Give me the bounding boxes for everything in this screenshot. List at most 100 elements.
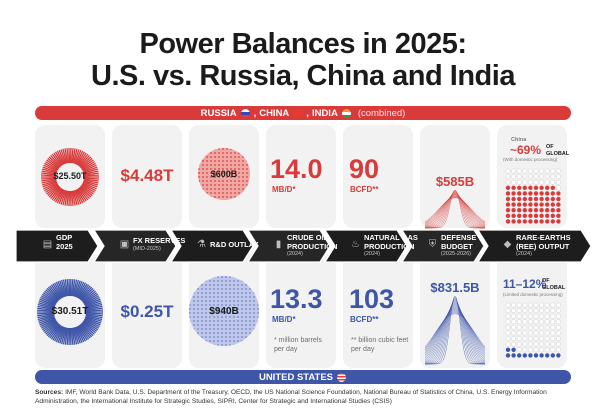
ree-dot-filled xyxy=(528,185,533,190)
ree-dot-empty xyxy=(516,302,522,308)
ree-dot-filled xyxy=(550,208,555,213)
category-arrow-row xyxy=(15,229,592,263)
ree-dot-empty xyxy=(550,168,556,174)
sunburst-ray xyxy=(47,157,60,169)
sunburst-ray xyxy=(46,323,60,337)
ree-dot-empty xyxy=(522,336,528,342)
ree-dot-filled xyxy=(505,202,511,207)
ree-dot-empty xyxy=(539,168,545,174)
sunburst-ray xyxy=(74,149,82,165)
ree-dot-empty xyxy=(511,330,517,336)
ree-dot-filled xyxy=(533,219,539,224)
sunburst-ray xyxy=(69,190,72,207)
ree-dot-empty xyxy=(555,319,561,325)
sunburst-ray xyxy=(41,180,57,186)
ree-dot-empty xyxy=(522,308,528,314)
ree-dot-filled xyxy=(539,196,544,202)
ree-dot-filled xyxy=(539,185,544,190)
ree-dot-filled xyxy=(511,219,516,224)
gdp-top-value: $25.50T xyxy=(53,171,87,181)
sunburst-ray xyxy=(80,287,94,301)
sunburst-ray xyxy=(58,149,66,165)
defense-bell-line xyxy=(424,192,486,229)
ree-dot-filled xyxy=(545,202,550,207)
oil-note: * million barrels per day xyxy=(274,337,322,353)
sunburst-ray xyxy=(62,327,68,345)
sunburst-ray xyxy=(70,190,74,206)
ree-dot-empty xyxy=(555,302,561,308)
sunburst-ray xyxy=(81,321,96,334)
ree-dot-filled xyxy=(522,219,527,224)
sunburst-ray xyxy=(83,174,99,177)
sunburst-ray xyxy=(42,166,58,173)
sunburst-ray xyxy=(45,322,59,335)
ree-dot-filled xyxy=(539,191,544,196)
sunburst-ray xyxy=(72,190,78,206)
sunburst-ray xyxy=(42,181,58,188)
sunburst-ray xyxy=(57,326,65,343)
sunburst-ray xyxy=(60,149,67,164)
sunburst-ray xyxy=(51,153,62,167)
ree-dot-filled xyxy=(511,202,516,207)
ree-dot-empty xyxy=(539,179,545,185)
ree-top-dots xyxy=(505,168,561,224)
rd-top-disc xyxy=(198,148,250,200)
sunburst-ray xyxy=(57,281,65,298)
ree-dot-filled xyxy=(550,353,555,358)
sunburst-ray xyxy=(64,327,69,345)
sunburst-ray xyxy=(77,283,88,299)
sunburst-ray xyxy=(48,156,61,168)
ree-dot-filled xyxy=(522,202,527,207)
sunburst-ray xyxy=(40,319,57,329)
ree-dot-empty xyxy=(511,341,517,347)
sunburst-ray xyxy=(54,151,64,166)
sunburst-ray xyxy=(76,188,86,203)
defense-bell-line xyxy=(424,297,486,365)
sunburst-ray xyxy=(43,164,58,172)
sunburst-ray xyxy=(37,305,55,310)
sunburst-ray xyxy=(42,320,58,332)
sunburst-ray xyxy=(84,317,101,326)
oil-bottom-unit: MB/D* xyxy=(272,315,296,324)
category-arrow xyxy=(323,229,408,263)
sunburst-center xyxy=(56,163,84,191)
sunburst-ray xyxy=(72,327,78,345)
sunburst-ray xyxy=(54,188,64,203)
defense-bell-line xyxy=(424,195,486,226)
defense-bell-line xyxy=(424,300,486,364)
sunburst-ray xyxy=(41,320,57,331)
defense-bell-line xyxy=(424,194,486,227)
ree-dot-filled xyxy=(522,196,527,202)
defense-bell-line xyxy=(425,296,485,365)
sunburst-ray xyxy=(79,286,93,301)
ree-dot-empty xyxy=(550,336,556,342)
ree-dot-filled xyxy=(533,196,539,202)
fx-bottom-value: $0.25T xyxy=(120,302,174,321)
ree-dot-empty xyxy=(555,185,561,191)
defense-bell-line xyxy=(424,196,486,225)
ree-dot-empty xyxy=(539,302,545,308)
sunburst-ray xyxy=(47,185,60,197)
sunburst-ray xyxy=(79,323,93,338)
ree-dot-empty xyxy=(527,179,533,185)
sunburst-ray xyxy=(85,312,103,315)
ree-dot-empty xyxy=(544,308,550,314)
ree-dot-empty xyxy=(516,174,522,180)
label-gdp: GDP 2025 xyxy=(56,233,73,251)
ree-dot-empty xyxy=(511,319,517,325)
sunburst-ray xyxy=(74,189,82,205)
card-bottom-oil xyxy=(266,254,336,368)
sunburst-ray xyxy=(54,282,64,299)
rd-top-value: $600B xyxy=(210,169,238,179)
ree-dot-empty xyxy=(544,336,550,342)
sunburst-ray xyxy=(41,178,57,182)
band-country-russia: RUSSIA xyxy=(200,107,237,119)
ree-dot-filled xyxy=(528,219,533,224)
ree-dot-empty xyxy=(539,347,545,353)
ree-dot-empty xyxy=(505,308,511,314)
ree-dot-filled xyxy=(505,213,511,218)
ree-dot-empty xyxy=(544,302,550,308)
sunburst-ray xyxy=(79,324,91,339)
sunburst-ray xyxy=(56,150,65,165)
sunburst-ray xyxy=(75,326,83,343)
